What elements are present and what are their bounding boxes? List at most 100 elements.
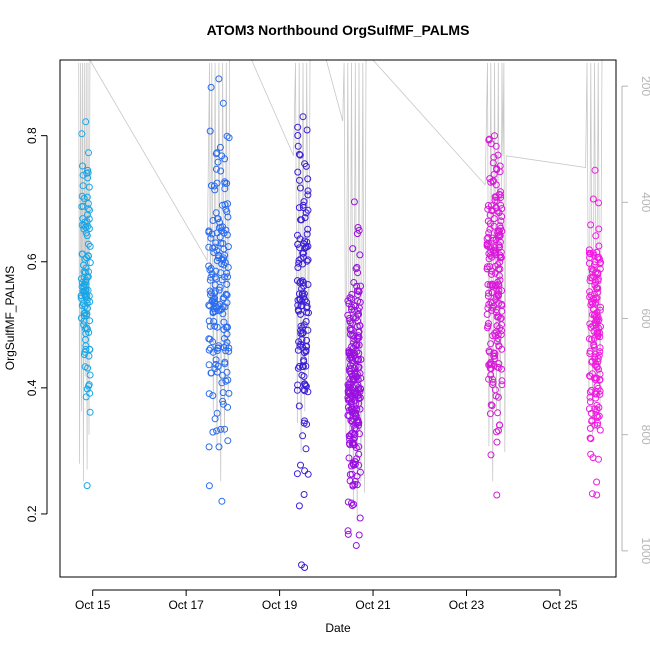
data-point bbox=[593, 491, 601, 499]
data-point bbox=[496, 276, 504, 284]
data-point bbox=[207, 289, 215, 297]
data-point bbox=[493, 313, 501, 321]
data-point bbox=[297, 327, 305, 335]
data-point bbox=[484, 324, 491, 332]
series-1-points bbox=[205, 75, 233, 505]
data-point bbox=[211, 186, 219, 194]
data-point bbox=[596, 329, 604, 337]
data-point bbox=[210, 318, 218, 325]
y-tick-label: 0.2 bbox=[25, 505, 39, 522]
data-point bbox=[591, 376, 599, 384]
data-point bbox=[586, 293, 594, 301]
data-point bbox=[206, 127, 214, 135]
y-tick-label: 0.6 bbox=[25, 253, 39, 270]
chart-title: ATOM3 Northbound OrgSulfMF_PALMS bbox=[207, 22, 470, 38]
data-point bbox=[352, 363, 360, 370]
data-point bbox=[205, 443, 213, 451]
data-point bbox=[81, 325, 89, 333]
data-point bbox=[493, 428, 500, 436]
data-point bbox=[494, 363, 501, 371]
data-point bbox=[586, 250, 594, 258]
data-point bbox=[209, 217, 217, 224]
data-point bbox=[585, 259, 593, 267]
data-point bbox=[219, 310, 227, 318]
data-point bbox=[84, 200, 92, 207]
data-point bbox=[298, 297, 306, 305]
x-tick-label: Oct 19 bbox=[262, 598, 298, 612]
data-point bbox=[211, 365, 219, 373]
data-point bbox=[84, 325, 91, 333]
data-point bbox=[492, 309, 500, 316]
data-point bbox=[78, 192, 86, 200]
data-point bbox=[352, 302, 359, 310]
data-point bbox=[490, 302, 498, 310]
data-point bbox=[356, 430, 363, 438]
data-point bbox=[490, 236, 497, 244]
data-point bbox=[592, 321, 600, 329]
data-point bbox=[81, 293, 89, 301]
data-point bbox=[223, 338, 231, 346]
data-point bbox=[86, 242, 94, 250]
data-point bbox=[590, 341, 598, 349]
data-point bbox=[485, 300, 493, 308]
data-point bbox=[80, 282, 88, 290]
data-point bbox=[297, 322, 305, 330]
data-point bbox=[223, 208, 231, 216]
data-point bbox=[596, 348, 604, 356]
data-point bbox=[591, 405, 599, 413]
data-point bbox=[348, 502, 356, 509]
data-point bbox=[294, 132, 302, 139]
data-point bbox=[303, 126, 311, 134]
data-point bbox=[82, 281, 90, 289]
data-point bbox=[495, 190, 503, 198]
right-axis-tick-label: 800 bbox=[639, 425, 650, 445]
data-point bbox=[224, 437, 232, 445]
data-point bbox=[353, 263, 361, 271]
data-point bbox=[594, 313, 602, 321]
data-point bbox=[84, 252, 92, 260]
data-point bbox=[352, 382, 360, 390]
data-point bbox=[207, 83, 215, 91]
data-point bbox=[293, 386, 301, 394]
data-point bbox=[302, 318, 310, 325]
data-point bbox=[304, 225, 312, 233]
data-point bbox=[86, 206, 93, 214]
data-point bbox=[484, 233, 492, 241]
data-point bbox=[484, 292, 492, 300]
data-point bbox=[496, 254, 504, 262]
data-point bbox=[591, 166, 599, 174]
data-point bbox=[213, 409, 221, 417]
data-point bbox=[344, 530, 352, 538]
data-point bbox=[296, 295, 304, 303]
data-point bbox=[299, 289, 306, 297]
data-point bbox=[351, 342, 359, 350]
data-point bbox=[84, 205, 92, 213]
data-point bbox=[222, 347, 230, 355]
data-point bbox=[295, 290, 303, 298]
data-point bbox=[223, 299, 231, 307]
data-point bbox=[588, 490, 596, 498]
data-point bbox=[294, 306, 302, 314]
data-point bbox=[484, 320, 492, 327]
data-point bbox=[592, 394, 600, 402]
data-point bbox=[592, 232, 600, 240]
data-point bbox=[221, 155, 229, 163]
data-point bbox=[205, 390, 213, 398]
data-point bbox=[221, 185, 229, 193]
data-point bbox=[81, 363, 89, 371]
data-point bbox=[494, 151, 502, 159]
data-point bbox=[594, 419, 602, 427]
data-point bbox=[215, 443, 223, 451]
data-point bbox=[491, 246, 499, 254]
data-point bbox=[593, 412, 601, 420]
data-point bbox=[78, 279, 86, 287]
data-point bbox=[495, 265, 502, 273]
data-point bbox=[596, 387, 604, 395]
data-point bbox=[205, 317, 213, 325]
data-point bbox=[490, 153, 498, 161]
data-point bbox=[85, 382, 92, 390]
data-point bbox=[85, 268, 92, 276]
data-point bbox=[354, 332, 362, 340]
